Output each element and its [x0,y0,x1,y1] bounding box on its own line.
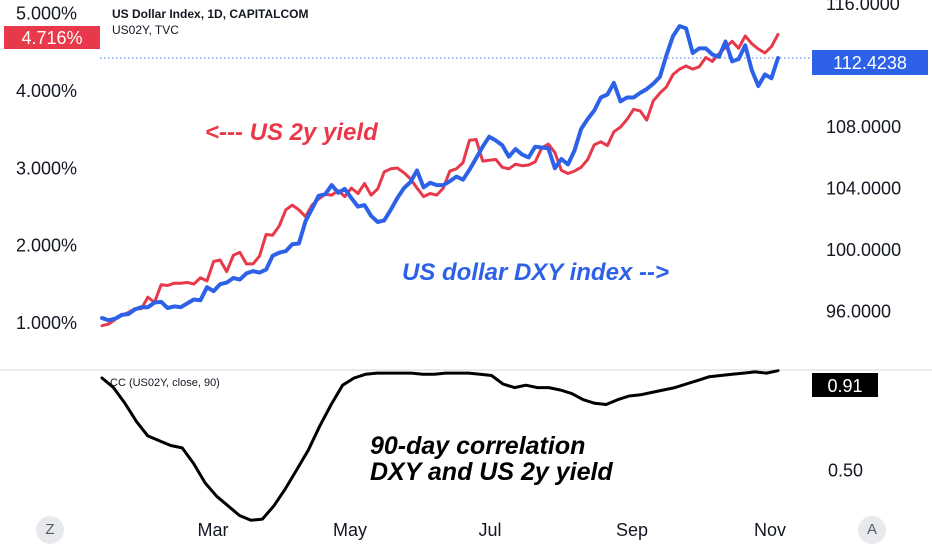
chart-title: US Dollar Index, 1D, CAPITALCOM [112,7,309,21]
corr-last-badge [812,373,878,397]
left-axis-tick-0: 1.000% [16,313,77,333]
right-axis-tick-0: 96.0000 [826,301,891,321]
yield-annotation: <--- US 2y yield [205,119,379,146]
left-axis-tick-3: 4.000% [16,81,77,101]
correlation-annotation-line1: 90-day correlation [370,432,585,460]
dxy-last-badge [812,50,928,75]
us2y-yield-line [100,32,780,328]
right-axis-tick-3: 108.0000 [826,117,901,137]
right-axis-tick-2: 104.0000 [826,178,901,198]
indicator-label: CC (US02Y, close, 90) [110,377,220,389]
correlation-line [100,369,780,522]
left-axis-tick-2: 3.000% [16,158,77,178]
left-axis-tick-4: 5.000% [16,4,77,24]
x-axis-tick-0: Mar [198,520,229,540]
corr-last-badge-label: 0.91 [827,376,862,396]
dxy-annotation: US dollar DXY index --> [402,259,669,286]
nav-left-button[interactable]: Z [36,516,64,544]
yield-last-badge-label: 4.716% [21,28,82,48]
x-axis-tick-3: Sep [616,520,648,540]
nav-right-button[interactable]: A [858,516,886,544]
yield-last-badge [4,26,100,49]
x-axis-tick-1: May [333,520,367,540]
right-axis-tick-1: 100.0000 [826,240,901,260]
dxy-index-line [100,24,780,323]
x-axis-tick-2: Jul [478,520,501,540]
chart-subtitle: US02Y, TVC [112,23,179,37]
dxy-last-badge-label: 112.4238 [833,53,907,73]
corr-axis-tick-0: 0.50 [828,461,863,481]
left-axis-tick-1: 2.000% [16,236,77,256]
right-axis-tick-4: 116.0000 [826,0,900,14]
correlation-annotation-line2: DXY and US 2y yield [370,458,613,486]
x-axis-tick-4: Nov [754,520,786,540]
